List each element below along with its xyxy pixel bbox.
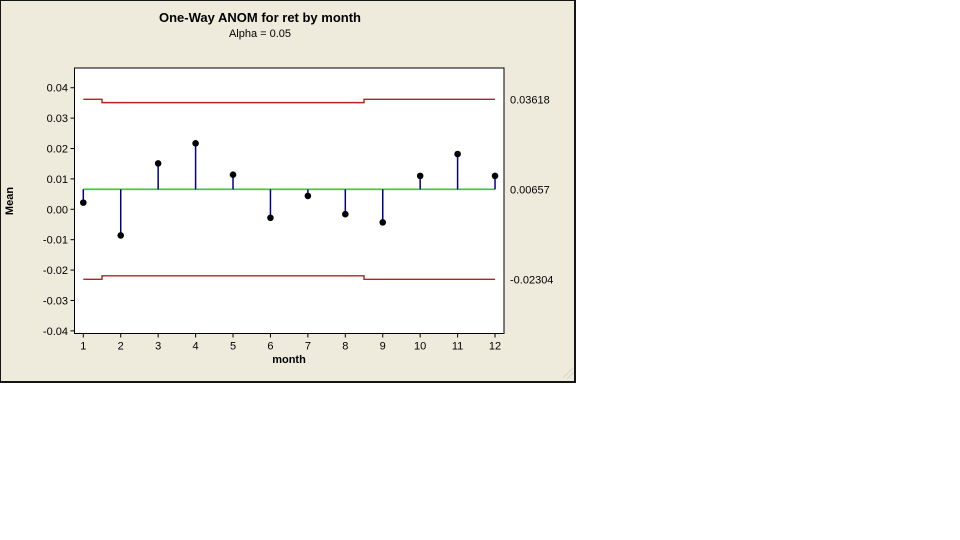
- window-resize-grip[interactable]: [562, 367, 574, 380]
- minitab-graph-window: One-Way ANOM for ret by month Alpha = 0.…: [0, 0, 576, 383]
- data-point-month-12: [491, 172, 499, 180]
- lower-decision-limit-label: -0.02304: [510, 275, 553, 287]
- y-axis-tick-label: 0.04: [47, 83, 68, 95]
- x-axis-title: month: [272, 354, 306, 366]
- x-axis-tick-label: 9: [380, 341, 386, 353]
- y-axis-tick-label: -0.01: [43, 235, 68, 247]
- data-point-month-9: [379, 219, 387, 226]
- data-point-month-11: [454, 150, 461, 158]
- chart-title: One-Way ANOM for ret by month: [159, 10, 361, 25]
- x-axis-tick-label: 1: [80, 341, 86, 353]
- data-point-month-3: [154, 160, 162, 167]
- x-axis-tick-label: 12: [489, 341, 501, 353]
- x-axis-tick-label: 3: [155, 341, 161, 353]
- data-point-month-1: [80, 199, 87, 206]
- plot-area: [74, 67, 505, 334]
- x-axis-tick-label: 8: [342, 341, 348, 353]
- series: [80, 98, 499, 281]
- data-point-month-8: [342, 210, 349, 218]
- data-point-month-10: [416, 172, 424, 180]
- y-axis-tick-label: -0.04: [43, 326, 68, 338]
- x-axis-tick-label: 10: [414, 341, 426, 353]
- data-point-month-4: [192, 140, 199, 147]
- y-axis-tick-label: 0.03: [47, 113, 68, 125]
- y-axis-tick-label: -0.02: [43, 265, 68, 277]
- upper-decision-limit-line: [83, 98, 496, 104]
- x-axis-tick-label: 4: [193, 341, 199, 353]
- y-axis-tick-label: 0.00: [47, 204, 68, 216]
- data-point-month-5: [229, 171, 237, 178]
- y-axis-title: Mean: [4, 187, 16, 215]
- chart-subtitle: Alpha = 0.05: [229, 28, 291, 40]
- x-axis-tick-label: 11: [452, 341, 463, 353]
- data-point-month-7: [304, 192, 312, 200]
- x-axis-tick-label: 5: [230, 341, 236, 353]
- lower-decision-limit-line: [83, 275, 496, 281]
- y-axis-tick-label: 0.02: [47, 144, 68, 156]
- data-point-month-6: [267, 214, 274, 222]
- x-axis-tick-label: 6: [267, 341, 273, 353]
- x-axis-tick-label: 7: [305, 341, 311, 353]
- y-axis-tick-label: 0.01: [47, 174, 68, 186]
- x-axis-tick-label: 2: [118, 341, 124, 353]
- axes: 0.04 0.03 0.02 0.01 0.00 -0.01 -0.02 -0.03 -0.04…: [43, 83, 501, 353]
- anom-chart: One-Way ANOM for ret by month Alpha = 0.…: [4, 10, 574, 380]
- data-point-month-2: [117, 232, 125, 239]
- y-axis-tick-label: -0.03: [43, 295, 68, 307]
- center-line-label: 0.00657: [510, 185, 550, 197]
- upper-decision-limit-label: 0.03618: [510, 95, 550, 107]
